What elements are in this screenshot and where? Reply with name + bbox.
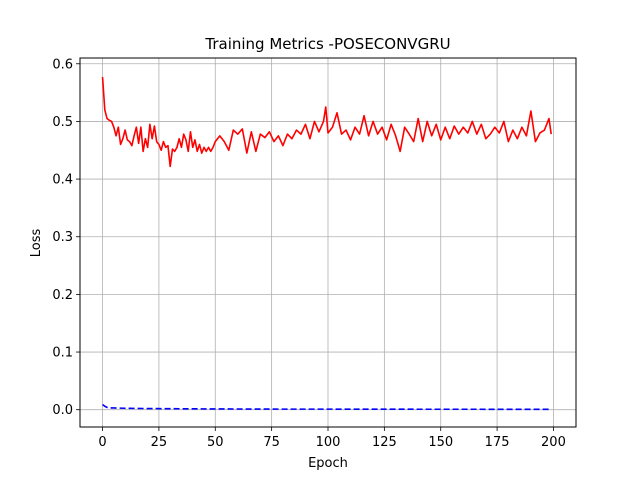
y-tick-label: 0.4: [52, 173, 73, 188]
y-tick-label: 0.0: [52, 403, 73, 418]
x-axis-label: Epoch: [308, 456, 348, 471]
red-loss-line: [101, 76, 552, 168]
y-tick-label: 0.3: [52, 230, 73, 245]
x-tick-label: 100: [316, 435, 341, 450]
tick-layer: 0 25 50 75 100 125 150 175 200 0.0 0.1 0.2 0.3 0.4 0.5…: [52, 57, 566, 450]
x-tick-label: 150: [428, 435, 453, 450]
y-tick-label: 0.1: [52, 346, 73, 361]
x-tick-label: 175: [485, 435, 510, 450]
x-tick-label: 125: [372, 435, 397, 450]
y-tick-label: 0.5: [52, 115, 73, 130]
y-tick-label: 0.6: [52, 57, 73, 72]
x-tick-label: 25: [151, 435, 168, 450]
blue-loss-line: [102, 403, 552, 411]
chart-title: Training Metrics -POSECONVGRU: [204, 35, 450, 53]
x-tick-label: 75: [263, 435, 280, 450]
series-layer: [101, 76, 552, 411]
y-axis-label: Loss: [29, 229, 44, 258]
y-tick-label: 0.2: [52, 288, 73, 303]
x-tick-label: 0: [98, 435, 106, 450]
x-tick-label: 200: [541, 435, 566, 450]
x-tick-label: 50: [207, 435, 224, 450]
grid-layer: [80, 58, 576, 427]
